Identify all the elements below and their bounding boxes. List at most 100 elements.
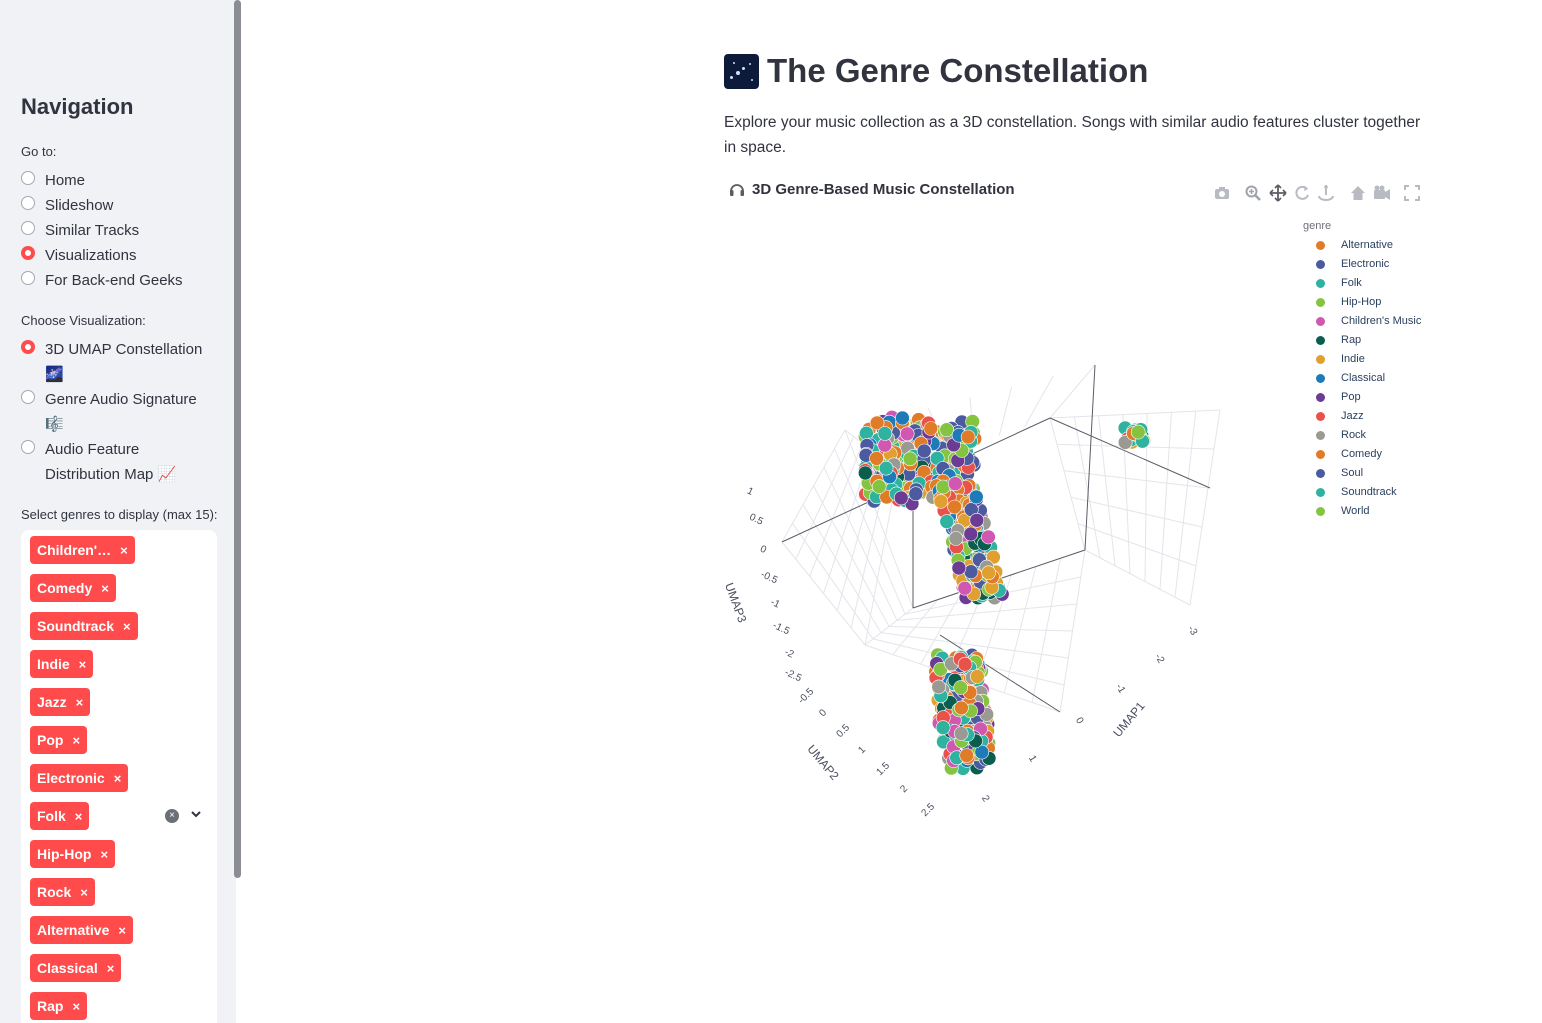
music-score-icon: 🎼 — [45, 416, 64, 433]
tag-remove-icon[interactable]: × — [75, 694, 84, 710]
tag-remove-icon[interactable]: × — [100, 846, 109, 862]
camera-view-icon[interactable] — [1373, 184, 1391, 202]
tag-remove-icon[interactable]: × — [106, 960, 115, 976]
data-point — [941, 711, 956, 727]
radio-circle-selected[interactable] — [21, 246, 35, 260]
data-point — [935, 733, 951, 749]
tag-remove-icon[interactable]: × — [74, 808, 83, 824]
data-point — [899, 457, 915, 473]
grid-line — [896, 603, 1077, 621]
tag-remove-icon[interactable]: × — [123, 618, 131, 634]
radio-circle[interactable] — [21, 171, 35, 185]
data-point — [889, 486, 904, 502]
data-point — [950, 704, 965, 720]
data-point — [965, 707, 981, 723]
tag-remove-icon[interactable]: × — [78, 656, 87, 672]
radio-genre-audio-signature[interactable]: Genre Audio Signature 🎼 — [21, 387, 197, 437]
legend-item[interactable]: Soul — [1316, 467, 1363, 479]
data-point — [986, 549, 1001, 565]
legend-item[interactable]: Pop — [1316, 391, 1361, 403]
data-point — [935, 682, 950, 698]
legend-item[interactable]: Rock — [1316, 429, 1366, 441]
data-point — [918, 453, 934, 468]
radio-umap-constellation[interactable]: 3D UMAP Constellation 🌌 — [21, 337, 202, 387]
grid-line — [1049, 409, 1221, 419]
radio-home[interactable]: Home — [21, 168, 85, 193]
data-point — [957, 564, 972, 580]
orbit-icon[interactable] — [1293, 184, 1311, 202]
legend-item[interactable]: World — [1316, 505, 1370, 517]
tag-remove-icon[interactable]: × — [113, 770, 122, 786]
data-point — [963, 724, 979, 740]
data-point — [952, 658, 968, 673]
zoom-icon[interactable] — [1244, 184, 1262, 202]
data-point — [883, 436, 899, 451]
tag-remove-icon[interactable]: × — [72, 732, 81, 748]
clear-all-icon[interactable]: × — [165, 809, 179, 823]
chevron-down-icon[interactable] — [189, 807, 203, 821]
legend-item[interactable]: Hip-Hop — [1316, 296, 1381, 308]
radio-audio-feature-map[interactable]: Audio Feature Distribution Map 📈 — [21, 437, 176, 487]
data-point — [974, 682, 990, 697]
radio-label-wrap: 3D UMAP Constellation 🌌 — [45, 337, 202, 387]
data-point — [929, 658, 944, 673]
radio-circle[interactable] — [21, 440, 35, 454]
pan-icon[interactable] — [1269, 184, 1287, 202]
legend-item[interactable]: Soundtrack — [1316, 486, 1397, 498]
legend-item[interactable]: Children's Music — [1316, 315, 1421, 327]
radio-circle[interactable] — [21, 271, 35, 285]
data-point — [929, 478, 944, 494]
data-point — [941, 468, 957, 484]
data-point — [939, 690, 955, 706]
turntable-icon[interactable] — [1317, 184, 1335, 202]
data-point — [963, 502, 979, 517]
legend-item[interactable]: Electronic — [1316, 258, 1389, 270]
data-point — [957, 530, 972, 545]
legend-item[interactable]: Classical — [1316, 372, 1385, 384]
data-point — [967, 551, 983, 567]
legend-item[interactable]: Rap — [1316, 334, 1361, 346]
legend-item[interactable]: Indie — [1316, 353, 1365, 365]
radio-circle-selected[interactable] — [21, 340, 35, 354]
sidebar: Navigation Go to: Home Slideshow Similar… — [0, 0, 236, 1023]
tag-remove-icon[interactable]: × — [101, 580, 109, 596]
grid-line — [927, 408, 950, 453]
data-point — [948, 473, 964, 489]
data-point — [969, 580, 985, 595]
radio-backend-geeks[interactable]: For Back-end Geeks — [21, 268, 183, 293]
radio-circle[interactable] — [21, 221, 35, 235]
camera-icon[interactable] — [1213, 184, 1231, 202]
legend-item[interactable]: Jazz — [1316, 410, 1364, 422]
data-point — [930, 647, 946, 663]
sidebar-scrollbar[interactable] — [234, 0, 241, 878]
data-point — [963, 703, 978, 719]
radio-circle[interactable] — [21, 196, 35, 210]
data-point — [893, 452, 909, 468]
radio-circle[interactable] — [21, 390, 35, 404]
data-point — [913, 436, 929, 451]
data-point — [969, 651, 984, 666]
data-point — [983, 563, 999, 579]
tick-label: -0.5 — [759, 569, 780, 586]
tag-remove-icon[interactable]: × — [118, 922, 126, 938]
radio-label: Slideshow — [45, 197, 114, 214]
legend-item[interactable]: Folk — [1316, 277, 1362, 289]
data-point — [955, 710, 971, 726]
tag-remove-icon[interactable]: × — [120, 542, 128, 558]
radio-slideshow[interactable]: Slideshow — [21, 193, 113, 218]
legend-item[interactable]: Alternative — [1316, 239, 1393, 251]
home-icon[interactable] — [1349, 184, 1367, 202]
data-point — [1136, 433, 1151, 449]
data-point — [973, 569, 989, 585]
data-point — [966, 586, 982, 602]
data-point — [962, 660, 978, 676]
radio-similar-tracks[interactable]: Similar Tracks — [21, 218, 139, 243]
tick-label: 2 — [898, 783, 910, 795]
genre-multiselect[interactable]: Children'… × Comedy × Soundtrack × Indie × J… — [21, 530, 217, 1023]
legend-item[interactable]: Comedy — [1316, 448, 1382, 460]
radio-visualizations[interactable]: Visualizations — [21, 243, 136, 268]
fullscreen-icon[interactable] — [1403, 184, 1421, 202]
tag-remove-icon[interactable]: × — [80, 884, 88, 900]
tag-remove-icon[interactable]: × — [72, 998, 81, 1014]
data-point — [961, 662, 977, 677]
